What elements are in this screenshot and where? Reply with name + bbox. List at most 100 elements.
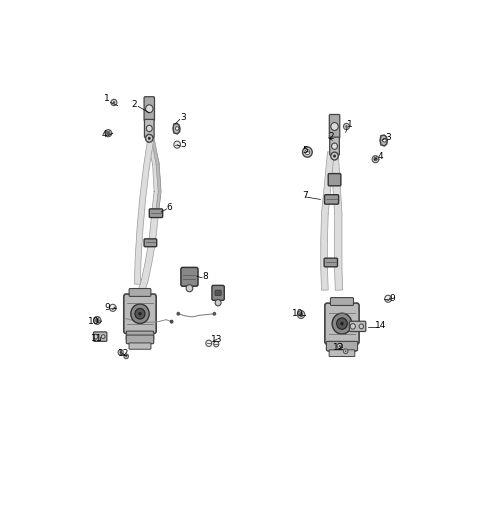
FancyBboxPatch shape	[329, 115, 340, 139]
Text: 3: 3	[180, 113, 186, 122]
Text: 1: 1	[348, 120, 353, 129]
Circle shape	[331, 122, 338, 131]
Circle shape	[206, 340, 212, 347]
Circle shape	[114, 307, 116, 309]
Circle shape	[389, 297, 391, 300]
FancyBboxPatch shape	[126, 335, 154, 344]
Text: 6: 6	[167, 203, 173, 212]
Circle shape	[94, 316, 101, 325]
FancyBboxPatch shape	[325, 303, 359, 344]
FancyBboxPatch shape	[215, 290, 221, 295]
Circle shape	[148, 137, 151, 140]
Text: 8: 8	[202, 272, 208, 281]
Circle shape	[131, 304, 149, 324]
FancyBboxPatch shape	[181, 267, 198, 286]
Circle shape	[333, 155, 336, 158]
Circle shape	[124, 354, 129, 359]
Circle shape	[214, 342, 219, 347]
Circle shape	[345, 125, 348, 128]
Polygon shape	[321, 152, 334, 290]
Circle shape	[300, 313, 303, 316]
Circle shape	[332, 143, 337, 150]
Circle shape	[146, 125, 152, 132]
Circle shape	[96, 318, 99, 322]
Circle shape	[176, 126, 179, 130]
Text: 2: 2	[132, 100, 137, 109]
Circle shape	[339, 345, 341, 347]
Circle shape	[174, 141, 180, 148]
Text: 1: 1	[104, 94, 109, 103]
Text: 9: 9	[105, 303, 110, 312]
Circle shape	[213, 312, 216, 316]
Circle shape	[374, 158, 377, 161]
Circle shape	[336, 318, 348, 329]
FancyBboxPatch shape	[144, 239, 156, 247]
FancyBboxPatch shape	[328, 174, 341, 186]
FancyBboxPatch shape	[327, 342, 357, 351]
FancyBboxPatch shape	[129, 343, 151, 349]
Text: 11: 11	[91, 334, 102, 343]
FancyBboxPatch shape	[124, 294, 156, 333]
FancyBboxPatch shape	[324, 195, 338, 204]
Circle shape	[337, 344, 342, 349]
FancyBboxPatch shape	[129, 289, 151, 296]
FancyBboxPatch shape	[126, 331, 154, 340]
Text: 4: 4	[377, 153, 383, 161]
FancyBboxPatch shape	[144, 97, 155, 121]
Text: 10: 10	[291, 309, 303, 318]
Circle shape	[109, 304, 116, 311]
Text: 12: 12	[333, 343, 344, 352]
FancyBboxPatch shape	[326, 342, 358, 351]
Text: 4: 4	[101, 130, 107, 139]
Circle shape	[186, 285, 193, 292]
FancyBboxPatch shape	[149, 209, 163, 218]
Polygon shape	[380, 135, 387, 146]
FancyBboxPatch shape	[349, 321, 366, 331]
Circle shape	[94, 334, 98, 339]
Text: 3: 3	[385, 133, 391, 142]
Circle shape	[107, 132, 110, 135]
Circle shape	[113, 101, 115, 104]
Text: 9: 9	[389, 294, 395, 303]
Circle shape	[297, 311, 305, 318]
Polygon shape	[134, 136, 154, 284]
FancyBboxPatch shape	[330, 297, 353, 306]
Circle shape	[340, 322, 344, 326]
Circle shape	[331, 152, 338, 160]
Circle shape	[145, 105, 153, 113]
Polygon shape	[151, 135, 161, 216]
Circle shape	[372, 156, 379, 163]
Circle shape	[345, 350, 347, 352]
Text: 5: 5	[302, 145, 308, 155]
Text: 14: 14	[375, 321, 386, 330]
Text: 12: 12	[118, 350, 129, 358]
Polygon shape	[187, 284, 192, 288]
Circle shape	[138, 312, 142, 315]
Text: 7: 7	[303, 191, 308, 200]
Text: 5: 5	[180, 140, 186, 148]
Circle shape	[120, 351, 121, 353]
Circle shape	[383, 138, 386, 142]
FancyBboxPatch shape	[144, 119, 154, 138]
FancyBboxPatch shape	[330, 137, 339, 155]
FancyBboxPatch shape	[212, 285, 224, 301]
Circle shape	[105, 130, 112, 137]
FancyBboxPatch shape	[329, 350, 355, 356]
Circle shape	[118, 350, 123, 355]
Circle shape	[385, 295, 392, 302]
Polygon shape	[216, 298, 220, 303]
Text: 10: 10	[88, 317, 99, 326]
FancyBboxPatch shape	[324, 258, 337, 267]
Circle shape	[145, 134, 153, 142]
Circle shape	[135, 308, 145, 319]
Circle shape	[177, 312, 180, 316]
Circle shape	[350, 324, 355, 329]
Polygon shape	[138, 216, 158, 293]
Circle shape	[359, 324, 363, 329]
Circle shape	[125, 355, 127, 357]
Text: 2: 2	[329, 132, 335, 141]
Polygon shape	[146, 135, 161, 216]
Polygon shape	[173, 123, 180, 134]
Circle shape	[305, 150, 310, 155]
Circle shape	[170, 319, 173, 324]
